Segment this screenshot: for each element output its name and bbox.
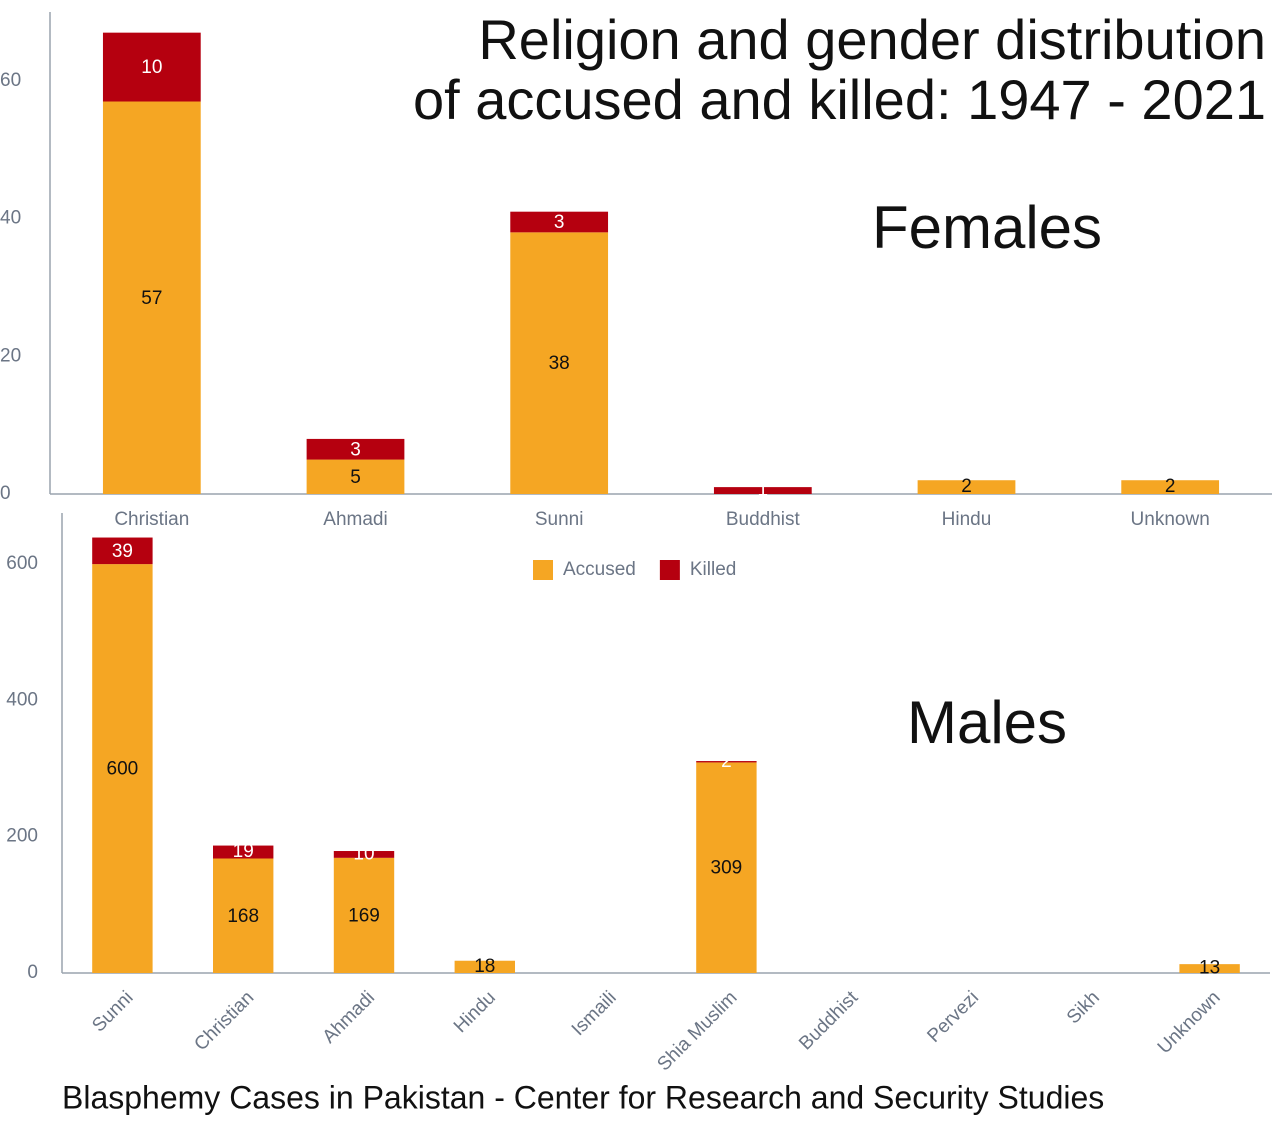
legend-swatch (659, 560, 680, 580)
bar-segment (92, 564, 153, 973)
x-tick-label: Hindu (450, 987, 500, 1037)
annotation: Males (907, 689, 1067, 756)
bar-segment (306, 459, 405, 494)
x-tick-label: Buddhist (726, 509, 801, 530)
x-tick-label: Sunni (535, 509, 584, 530)
bar-segment (213, 845, 274, 859)
value-label: 168 (227, 906, 259, 927)
footer: Blasphemy Cases in Pakistan - Center for… (62, 1079, 1104, 1115)
bar-segment (1179, 964, 1240, 973)
bar-segment (102, 32, 201, 102)
x-tick-label: Unknown (1154, 987, 1225, 1058)
x-tick-label: Pervezi (923, 987, 983, 1047)
x-tick-label: Unknown (1131, 509, 1210, 530)
bar-segment (454, 960, 515, 973)
bar-segment (92, 537, 153, 565)
bar-segment (333, 857, 395, 973)
bar-segment (713, 487, 812, 494)
value-label: 18 (474, 956, 495, 977)
bar-segment (510, 232, 609, 495)
x-tick-label: Sikh (1063, 987, 1104, 1028)
bar-segment (696, 762, 757, 973)
x-tick-label: Shia Muslim (653, 987, 741, 1075)
value-label: 2 (721, 751, 732, 772)
value-label: 2 (961, 476, 972, 497)
value-label: 39 (112, 541, 133, 562)
x-tick-label: Ahmadi (323, 509, 387, 530)
y-tick-label: 200 (6, 826, 38, 847)
chart-title: Religion and gender distribution of accu… (412, 8, 1266, 131)
bar-segment (510, 211, 609, 233)
bar-segment (696, 761, 757, 763)
value-label: 19 (233, 841, 254, 862)
value-label: 3 (554, 212, 565, 233)
y-tick-label: 0 (27, 962, 38, 983)
value-label: 600 (107, 759, 139, 780)
y-tick-label: 20 (0, 345, 21, 366)
x-tick-label: Buddhist (795, 987, 863, 1055)
y-tick-label: 40 (0, 208, 21, 229)
y-tick-label: 0 (0, 483, 11, 504)
bar-segment (306, 438, 405, 460)
value-label: 169 (348, 905, 380, 926)
y-tick-label: 600 (6, 553, 38, 574)
legend-swatch (533, 560, 553, 580)
y-tick-label: 60 (0, 70, 21, 91)
bar-segment (213, 858, 274, 973)
annotation: Females (872, 194, 1102, 261)
value-label: 5 (350, 467, 361, 488)
value-label: 13 (1199, 958, 1220, 979)
value-label: 10 (141, 57, 162, 78)
value-label: 2 (1165, 476, 1176, 497)
value-label: 57 (141, 288, 162, 309)
value-label: 309 (711, 858, 743, 879)
bar-segment (333, 851, 395, 858)
legend-label: Accused (563, 559, 636, 580)
y-tick-label: 400 (6, 689, 38, 710)
x-tick-label: Ismaili (568, 987, 621, 1040)
x-tick-label: Ahmadi (319, 987, 379, 1047)
x-tick-label: Christian (114, 509, 189, 530)
value-label: 3 (350, 439, 361, 460)
x-tick-label: Sunni (88, 987, 137, 1036)
bar-segment (1121, 480, 1220, 494)
value-label: 1 (758, 480, 769, 501)
bar-segment (917, 480, 1016, 494)
x-tick-label: Christian (190, 987, 258, 1055)
value-label: 38 (549, 353, 570, 374)
value-label: 10 (353, 843, 374, 864)
bar-segment (102, 101, 201, 494)
x-tick-label: Hindu (942, 509, 992, 530)
legend-label: Killed (690, 559, 736, 580)
